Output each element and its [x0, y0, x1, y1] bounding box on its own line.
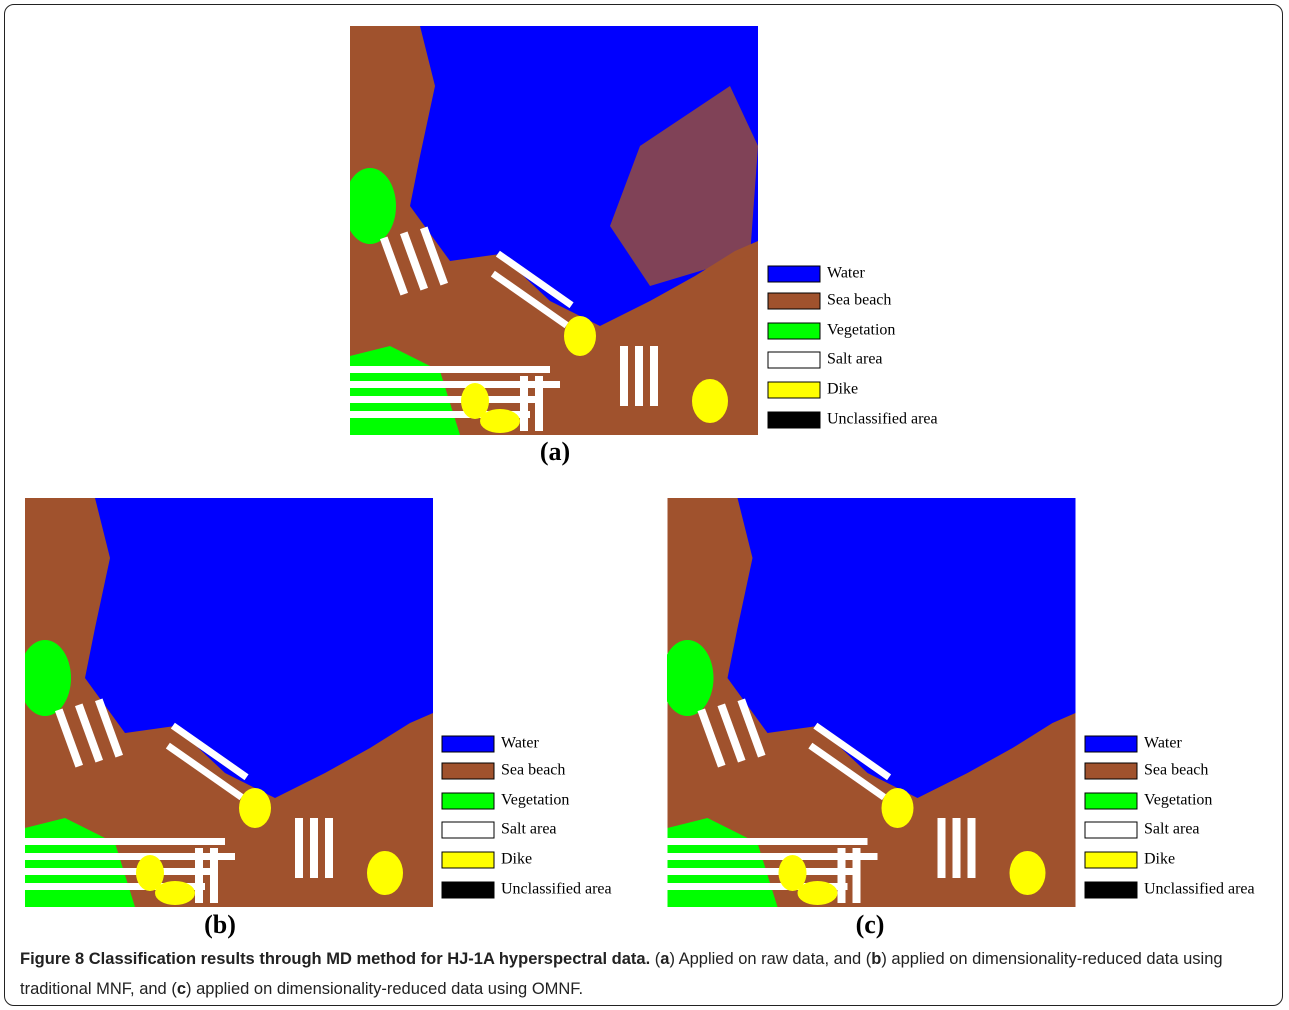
legend-label: Vegetation [1144, 792, 1212, 809]
legend-swatch [1085, 852, 1137, 868]
caption-text: ) applied on dimensionality-reduced data… [186, 980, 583, 998]
legend-swatch [1085, 736, 1137, 752]
legend-swatch [442, 793, 494, 809]
legend-label: Dike [501, 851, 532, 868]
legend-swatch [442, 852, 494, 868]
caption-text: ) Applied on raw data, and ( [669, 950, 871, 968]
legend-swatch [442, 882, 494, 898]
legend-label: Water [1144, 735, 1182, 752]
legend-swatch [1085, 822, 1137, 838]
legend-swatch [1085, 763, 1137, 779]
legend-label: Unclassified area [1144, 881, 1255, 898]
legend-swatch [768, 293, 820, 309]
legend-swatch [768, 352, 820, 368]
caption-title: Figure 8 Classification results through … [20, 950, 650, 968]
legend-label: Sea beach [1144, 762, 1208, 779]
legend-label: Sea beach [827, 292, 891, 309]
panel-label: (c) [856, 910, 885, 939]
legend-swatch [442, 763, 494, 779]
legend-swatch [768, 323, 820, 339]
legend-label: Salt area [501, 821, 557, 838]
legend-swatch [1085, 793, 1137, 809]
legend-swatch [442, 822, 494, 838]
legend-swatch [768, 412, 820, 428]
legend-label: Sea beach [501, 762, 565, 779]
legend-label: Salt area [1144, 821, 1200, 838]
legend-label: Dike [1144, 851, 1175, 868]
legend-label: Unclassified area [827, 411, 938, 428]
legend-label: Vegetation [501, 792, 569, 809]
caption-text: c [177, 980, 186, 998]
legend-swatch [1085, 882, 1137, 898]
caption: Figure 8 Classification results through … [20, 944, 1270, 1004]
legend-label: Dike [827, 381, 858, 398]
panel-label: (b) [204, 910, 236, 939]
legend-label: Water [827, 265, 865, 282]
panel-label: (a) [540, 437, 570, 466]
legend-label: Water [501, 735, 539, 752]
legend-swatch [442, 736, 494, 752]
classification-map [19, 498, 433, 907]
page: {"figure": { "panels": [ {"label": "(a)"… [0, 0, 1289, 1010]
classification-map [662, 498, 1076, 907]
legend-label: Unclassified area [501, 881, 612, 898]
legend-label: Vegetation [827, 322, 895, 339]
caption-text: ( [650, 950, 660, 968]
legend-swatch [768, 382, 820, 398]
caption-text: b [871, 950, 881, 968]
legend-label: Salt area [827, 351, 883, 368]
figure: Water Sea beach Vegetation Salt area Dike Unc… [0, 0, 1289, 940]
legend-swatch [768, 266, 820, 282]
